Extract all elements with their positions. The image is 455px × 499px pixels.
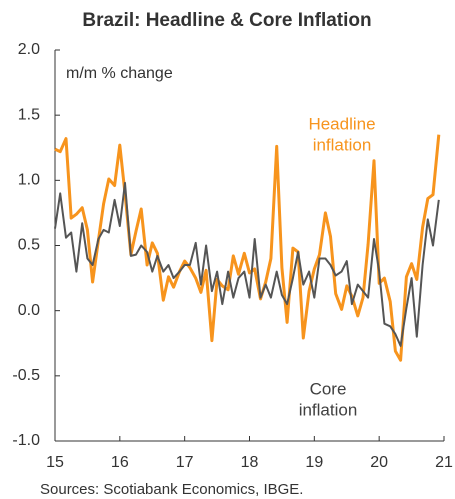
series-line: [54, 181, 440, 347]
annotation: inflation: [313, 135, 372, 154]
y-tick-label: 1.5: [18, 106, 40, 123]
annotation: inflation: [299, 400, 358, 419]
chart-title: Brazil: Headline & Core Inflation: [82, 10, 371, 31]
y-tick-label: 0.5: [18, 237, 40, 254]
y-tick-label: 2.0: [18, 41, 40, 58]
x-tick-label: 21: [435, 454, 453, 471]
series-line: [54, 134, 441, 362]
x-tick-label: 18: [241, 454, 259, 471]
y-tick-label: 1.0: [18, 172, 40, 189]
source-note: Sources: Scotiabank Economics, IBGE.: [40, 481, 303, 498]
y-tick-label: 0.0: [18, 302, 40, 319]
x-tick-label: 19: [305, 454, 323, 471]
x-tick-label: 15: [46, 454, 64, 471]
x-tick-label: 20: [370, 454, 388, 471]
y-axis-label: m/m % change: [66, 65, 173, 82]
y-tick-label: -0.5: [12, 367, 40, 384]
y-tick-label: -1.0: [12, 432, 40, 449]
x-tick-label: 16: [111, 454, 129, 471]
x-tick-label: 17: [176, 454, 194, 471]
annotation: Headline: [308, 114, 375, 133]
annotation: Core: [310, 379, 347, 398]
